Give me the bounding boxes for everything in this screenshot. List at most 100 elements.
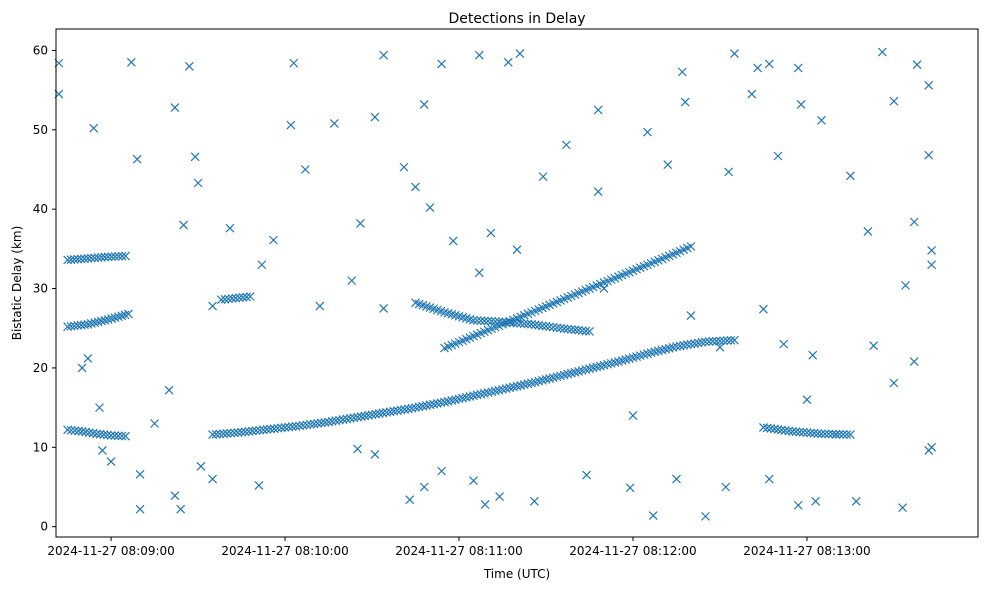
track-point (66, 255, 76, 265)
track-point (80, 254, 89, 264)
scatter-point (437, 466, 447, 476)
track-point (682, 340, 692, 350)
scatter-point (924, 80, 934, 90)
scatter-point (753, 63, 763, 73)
scatter-point (672, 474, 681, 484)
track-point (719, 336, 729, 346)
track-point (320, 417, 330, 427)
track-point (505, 383, 515, 393)
scatter-point (889, 378, 899, 388)
track-point (824, 429, 834, 439)
track-point (581, 326, 591, 336)
track-point (490, 386, 500, 396)
y-axis-ticks: 0 10 20 30 40 50 60 (33, 43, 56, 534)
track-point (487, 387, 497, 397)
track-point (363, 410, 373, 420)
track-point (842, 430, 852, 439)
track-point (476, 316, 486, 326)
track-point (73, 254, 83, 264)
track-point (400, 404, 410, 414)
y-tick-label: 20 (33, 361, 48, 375)
track-point (389, 406, 399, 416)
track-point (106, 430, 116, 440)
track-point (523, 379, 533, 389)
track-point (512, 381, 522, 391)
track-point (777, 425, 786, 435)
track-point (216, 295, 226, 305)
track-point (559, 324, 569, 334)
scatter-point (83, 353, 93, 363)
track-point (773, 425, 783, 434)
track-point (262, 425, 272, 434)
track-point (501, 384, 511, 393)
track-point (505, 318, 515, 327)
scatter-point (663, 160, 673, 170)
track-point (418, 401, 428, 411)
scatter-point (628, 411, 638, 420)
x-tick-label: 2024-11-27 08:10:00 (221, 544, 348, 558)
track-point (88, 428, 98, 438)
track-point (316, 418, 326, 428)
scatter-point (370, 450, 380, 459)
scatter-point (193, 178, 203, 188)
track-point (675, 341, 685, 351)
track-point (501, 317, 511, 327)
scatter-point (503, 57, 513, 67)
scatter-point (286, 120, 296, 130)
scatter-point (95, 403, 104, 413)
track-point (498, 317, 507, 327)
scatter-point (448, 236, 458, 246)
track-point (90, 318, 100, 328)
track-point (759, 423, 768, 432)
track-point (490, 317, 500, 326)
track-point (237, 427, 246, 437)
x-tick-label: 2024-11-27 08:13:00 (743, 544, 870, 558)
track-point (295, 421, 304, 431)
track-point (95, 429, 105, 439)
scatter-point (170, 103, 180, 113)
scatter-point (927, 246, 937, 255)
track-point (835, 429, 844, 439)
track-point (798, 427, 808, 437)
scatter-point (353, 444, 362, 454)
scatter-point (779, 339, 789, 349)
track-point (92, 429, 102, 439)
track-point (809, 428, 819, 438)
track-point (229, 428, 239, 438)
track-point (686, 242, 696, 251)
track-point (708, 336, 718, 346)
track-point (392, 406, 402, 416)
track-point (479, 388, 489, 398)
track-point (255, 425, 265, 435)
track-point (107, 252, 117, 262)
track-point (110, 431, 120, 441)
track-point (269, 424, 279, 434)
track-point (527, 319, 536, 329)
track-point (284, 422, 294, 432)
scatter-point (759, 304, 768, 314)
scatter-point (419, 482, 429, 492)
scatter-point (474, 50, 484, 60)
scatter-point (846, 171, 855, 181)
track-point (566, 325, 576, 334)
track-point (396, 405, 406, 415)
scatter-point (329, 119, 339, 128)
scatter-point (405, 495, 415, 505)
track-point (266, 424, 275, 434)
track-point (70, 426, 80, 436)
track-point (483, 316, 493, 326)
scatter-point (817, 115, 826, 125)
track-point (298, 420, 308, 430)
scatter-point (863, 226, 873, 236)
scatter-point (512, 245, 522, 255)
track-point (120, 310, 130, 320)
scatter-point (135, 504, 145, 514)
scatter-point (257, 260, 267, 270)
track-point (421, 401, 431, 410)
scatter-point (898, 503, 908, 513)
scatter-point (529, 496, 539, 506)
y-tick-label: 30 (33, 282, 48, 296)
track-point (117, 311, 127, 321)
track-point (305, 419, 315, 429)
track-point (103, 315, 113, 324)
